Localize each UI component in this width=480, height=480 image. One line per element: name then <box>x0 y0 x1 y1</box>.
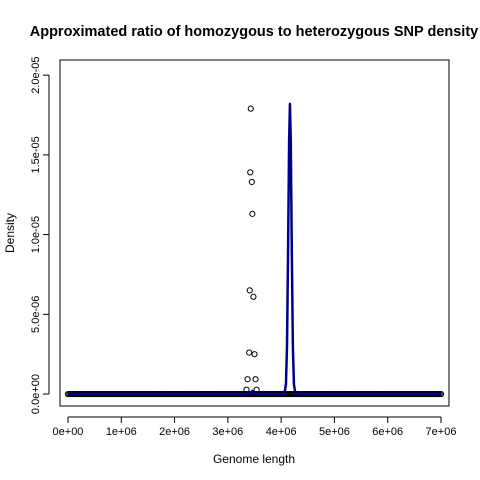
x-tick-label: 1e+06 <box>106 426 137 438</box>
x-tick-label: 0e+00 <box>53 426 84 438</box>
x-tick-label: 5e+06 <box>319 426 350 438</box>
x-tick-label: 2e+06 <box>159 426 190 438</box>
y-tick-label: 5.0e-06 <box>30 296 42 333</box>
x-tick-label: 7e+06 <box>426 426 457 438</box>
chart-title: Approximated ratio of homozygous to hete… <box>30 24 478 40</box>
x-tick-label: 4e+06 <box>266 426 297 438</box>
x-axis-label: Genome length <box>213 452 295 466</box>
y-tick-label: 1.5e-05 <box>30 136 42 173</box>
x-tick-label: 6e+06 <box>372 426 403 438</box>
y-axis-label: Density <box>3 213 17 253</box>
y-tick-label: 2.0e-05 <box>30 56 42 93</box>
x-tick-label: 3e+06 <box>212 426 243 438</box>
y-tick-label: 1.0e-05 <box>30 216 42 253</box>
y-tick-label: 0.0e+00 <box>30 374 42 414</box>
